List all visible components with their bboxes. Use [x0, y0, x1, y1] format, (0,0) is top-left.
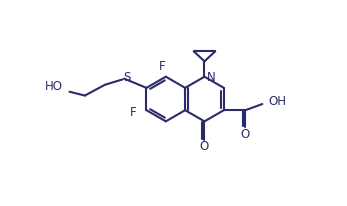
Text: F: F	[130, 106, 137, 119]
Text: S: S	[123, 71, 130, 84]
Text: O: O	[200, 140, 209, 153]
Text: N: N	[207, 71, 215, 84]
Text: OH: OH	[269, 95, 287, 108]
Text: F: F	[159, 60, 165, 73]
Text: HO: HO	[45, 80, 63, 93]
Text: O: O	[241, 128, 250, 140]
